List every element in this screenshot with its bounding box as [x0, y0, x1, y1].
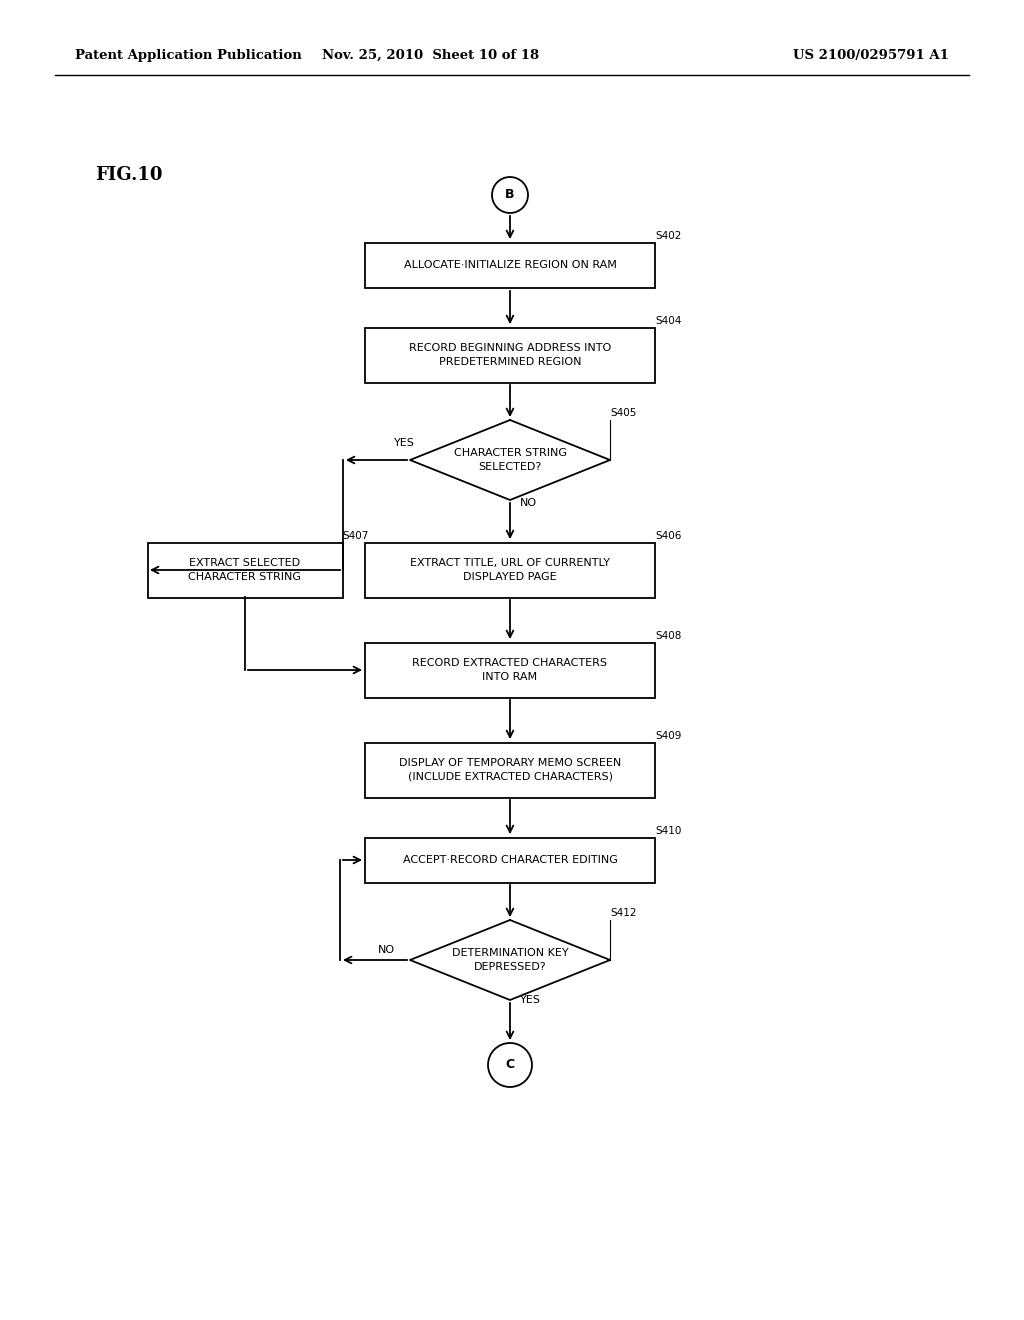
Text: YES: YES — [394, 438, 415, 447]
Polygon shape — [410, 920, 610, 1001]
Text: S409: S409 — [655, 731, 681, 741]
Text: S407: S407 — [342, 531, 369, 541]
Bar — [365, 243, 655, 288]
Text: Patent Application Publication: Patent Application Publication — [75, 49, 302, 62]
Text: S410: S410 — [655, 826, 681, 836]
Text: NO: NO — [378, 945, 395, 954]
Text: ALLOCATE·INITIALIZE REGION ON RAM: ALLOCATE·INITIALIZE REGION ON RAM — [403, 260, 616, 271]
Text: EXTRACT TITLE, URL OF CURRENTLY
DISPLAYED PAGE: EXTRACT TITLE, URL OF CURRENTLY DISPLAYE… — [410, 558, 610, 582]
Circle shape — [488, 1043, 532, 1086]
Text: FIG.10: FIG.10 — [95, 166, 163, 183]
Text: EXTRACT SELECTED
CHARACTER STRING: EXTRACT SELECTED CHARACTER STRING — [188, 558, 301, 582]
Text: CHARACTER STRING
SELECTED?: CHARACTER STRING SELECTED? — [454, 449, 566, 471]
Text: RECORD BEGINNING ADDRESS INTO
PREDETERMINED REGION: RECORD BEGINNING ADDRESS INTO PREDETERMI… — [409, 343, 611, 367]
Text: DETERMINATION KEY
DEPRESSED?: DETERMINATION KEY DEPRESSED? — [452, 948, 568, 972]
Text: ACCEPT·RECORD CHARACTER EDITING: ACCEPT·RECORD CHARACTER EDITING — [402, 855, 617, 865]
Text: S406: S406 — [655, 531, 681, 541]
Text: C: C — [506, 1059, 515, 1072]
Bar — [365, 643, 655, 697]
Bar — [365, 742, 655, 797]
Text: S412: S412 — [610, 908, 637, 917]
Text: DISPLAY OF TEMPORARY MEMO SCREEN
(INCLUDE EXTRACTED CHARACTERS): DISPLAY OF TEMPORARY MEMO SCREEN (INCLUD… — [399, 759, 622, 781]
Text: S402: S402 — [655, 231, 681, 242]
Bar — [365, 837, 655, 883]
Polygon shape — [410, 420, 610, 500]
Text: RECORD EXTRACTED CHARACTERS
INTO RAM: RECORD EXTRACTED CHARACTERS INTO RAM — [413, 659, 607, 681]
Bar — [365, 327, 655, 383]
Bar — [147, 543, 342, 598]
Bar — [365, 543, 655, 598]
Text: US 2100/0295791 A1: US 2100/0295791 A1 — [794, 49, 949, 62]
Text: S408: S408 — [655, 631, 681, 642]
Circle shape — [492, 177, 528, 213]
Text: Nov. 25, 2010  Sheet 10 of 18: Nov. 25, 2010 Sheet 10 of 18 — [322, 49, 539, 62]
Text: NO: NO — [520, 498, 538, 508]
Text: B: B — [505, 189, 515, 202]
Text: S405: S405 — [610, 408, 636, 418]
Text: YES: YES — [520, 995, 541, 1005]
Text: S404: S404 — [655, 315, 681, 326]
